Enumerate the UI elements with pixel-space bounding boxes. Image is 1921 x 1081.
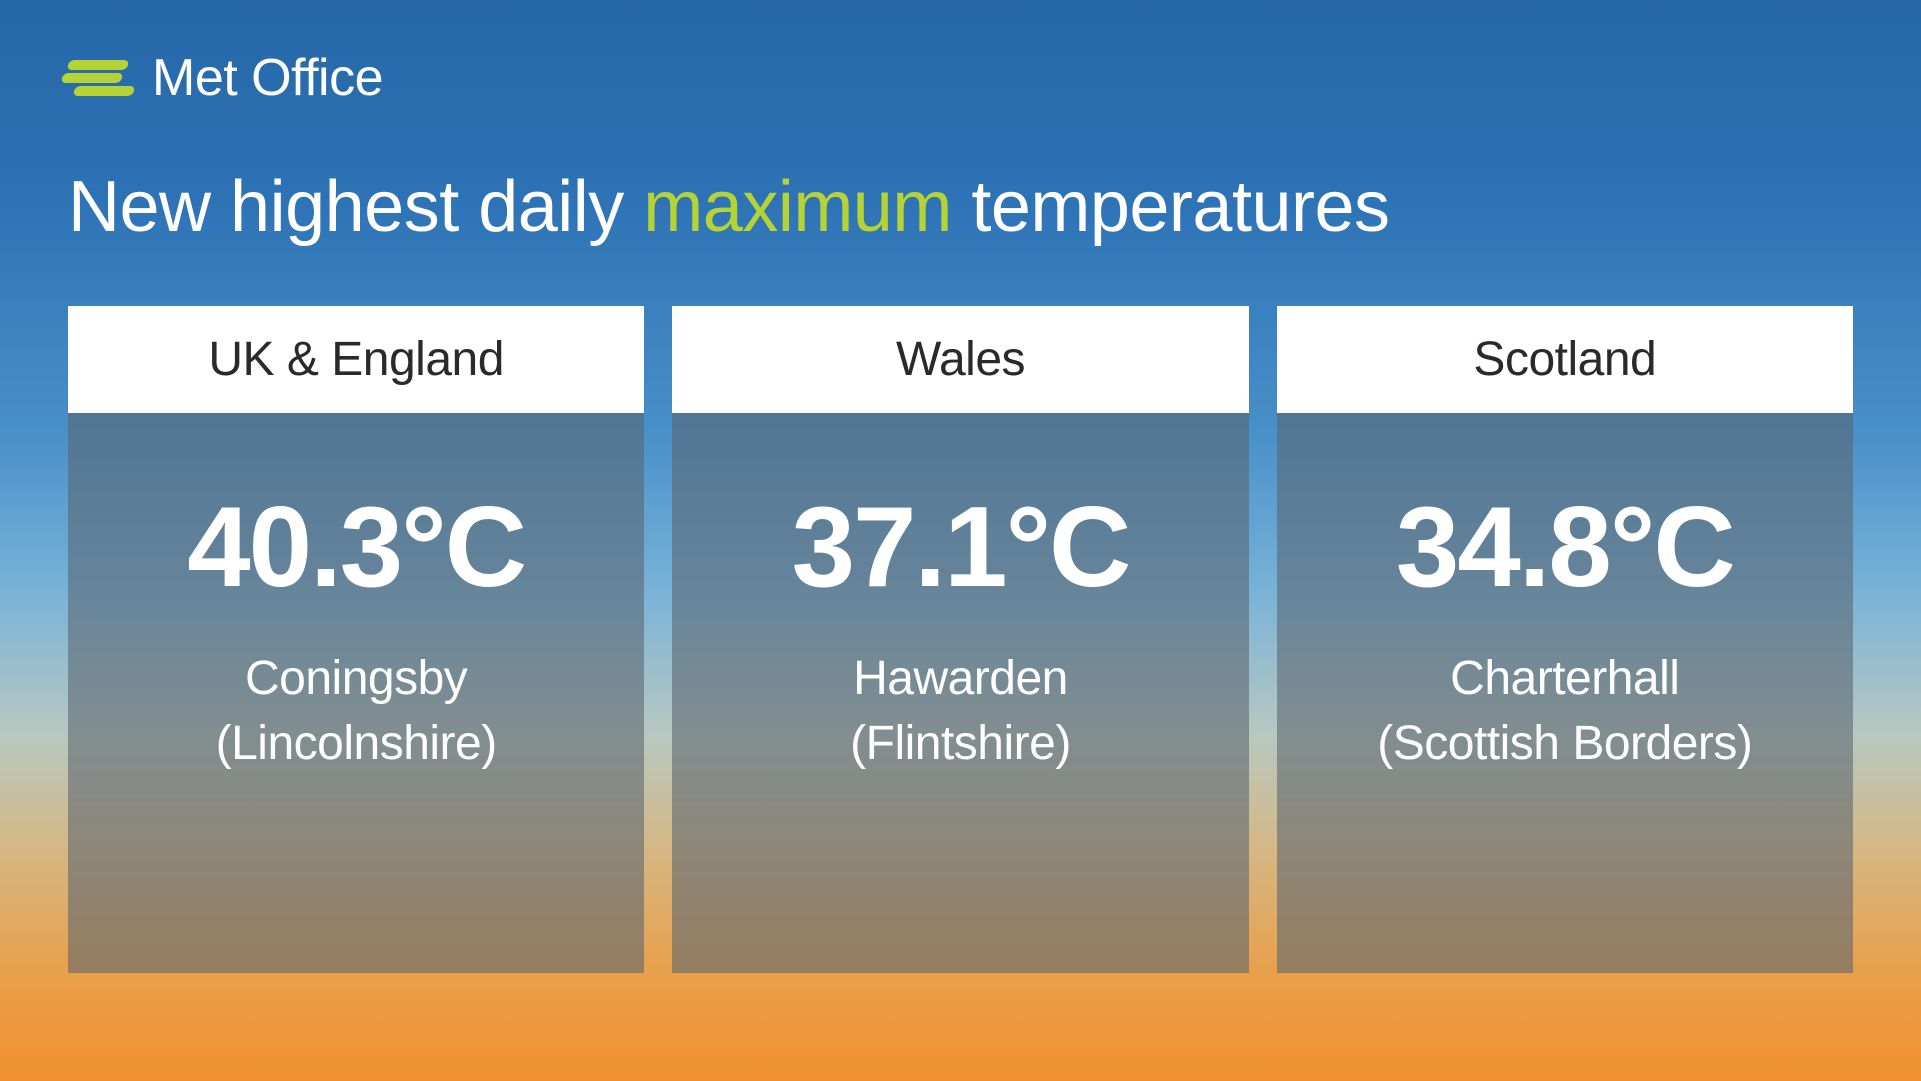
temperature-card-scotland: Scotland 34.8°C Charterhall (Scottish Bo… <box>1277 306 1853 973</box>
logo-text: Met Office <box>152 48 383 108</box>
location-area: (Scottish Borders) <box>1377 717 1752 770</box>
title-suffix: temperatures <box>952 167 1390 247</box>
title-prefix: New highest daily <box>68 167 643 247</box>
location-name: Charterhall <box>1450 652 1679 705</box>
page-title: New highest daily maximum temperatures <box>0 108 1921 248</box>
card-region: UK & England <box>68 306 644 413</box>
location-name: Hawarden <box>853 652 1068 705</box>
card-region: Scotland <box>1277 306 1853 413</box>
temperature-value: 40.3°C <box>187 491 525 605</box>
location: Charterhall (Scottish Borders) <box>1377 647 1752 777</box>
location-area: (Lincolnshire) <box>216 717 497 770</box>
card-body: 40.3°C Coningsby (Lincolnshire) <box>68 413 644 973</box>
temperature-value: 37.1°C <box>792 491 1130 605</box>
temperature-value: 34.8°C <box>1396 491 1734 605</box>
card-region: Wales <box>672 306 1248 413</box>
temperature-card-wales: Wales 37.1°C Hawarden (Flintshire) <box>672 306 1248 973</box>
title-highlight: maximum <box>643 167 952 247</box>
location: Hawarden (Flintshire) <box>850 647 1071 777</box>
card-body: 34.8°C Charterhall (Scottish Borders) <box>1277 413 1853 973</box>
temperature-card-uk-england: UK & England 40.3°C Coningsby (Lincolnsh… <box>68 306 644 973</box>
logo-container: Met Office <box>0 0 1921 108</box>
location-area: (Flintshire) <box>850 717 1071 770</box>
cards-container: UK & England 40.3°C Coningsby (Lincolnsh… <box>0 248 1921 973</box>
card-body: 37.1°C Hawarden (Flintshire) <box>672 413 1248 973</box>
location-name: Coningsby <box>245 652 467 705</box>
location: Coningsby (Lincolnshire) <box>216 647 497 777</box>
met-office-logo-icon <box>68 60 134 96</box>
